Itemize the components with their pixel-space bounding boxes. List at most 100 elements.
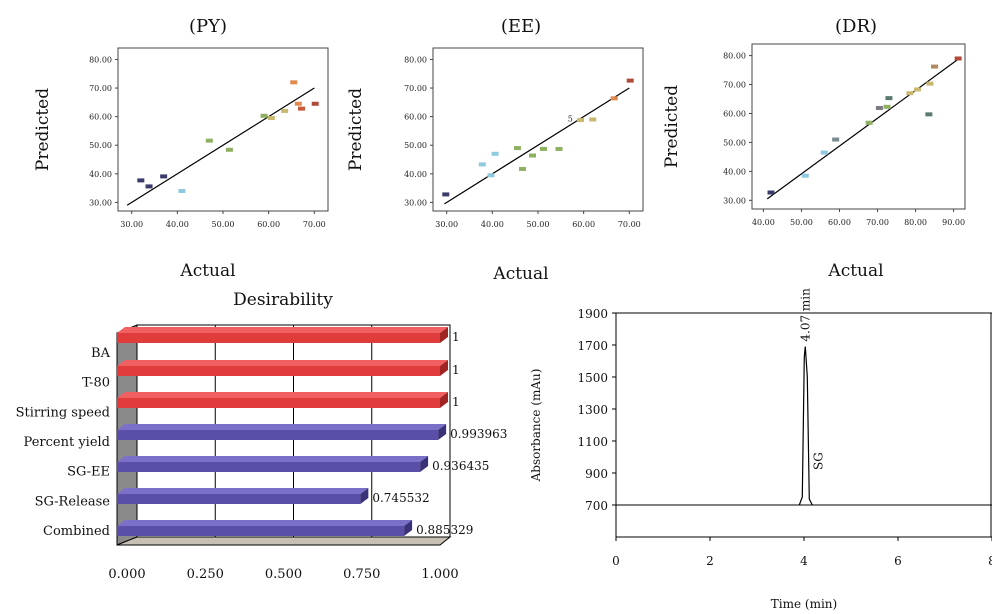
y-tick-label: 60.00 [89, 113, 112, 122]
value-label: 1 [452, 330, 460, 344]
y-tick-label: 50.00 [404, 141, 427, 150]
bar-side [438, 424, 447, 440]
value-label: 1 [452, 395, 460, 409]
bar [117, 430, 439, 440]
x-tick-label: 40.00 [752, 218, 775, 227]
data-point [555, 146, 563, 151]
x-axis-label: Actual [179, 261, 235, 281]
data-point [267, 116, 275, 121]
data-point [931, 64, 939, 69]
x-tick-label: 0.750 [343, 567, 380, 582]
data-point [529, 153, 537, 158]
bar-top [117, 327, 448, 333]
x-tick-label: 0.000 [108, 567, 145, 582]
data-point [205, 138, 213, 143]
x-tick-label: 30.00 [435, 220, 458, 229]
data-point [926, 81, 934, 86]
data-point [137, 178, 145, 183]
fit-line [766, 56, 962, 200]
y-tick-label: 700 [585, 499, 608, 513]
chart-title: (PY) [189, 16, 227, 37]
y-tick-label: 30.00 [404, 198, 427, 207]
y-tick-label: 70.00 [723, 81, 746, 90]
y-axis-label: Absorbance (mAu) [529, 369, 543, 483]
y-tick-label: 1900 [577, 307, 608, 321]
data-point [610, 96, 618, 101]
bar-side [404, 520, 413, 536]
x-tick-label: 50.00 [790, 218, 813, 227]
x-tick-label: 6 [894, 554, 902, 568]
bar [117, 494, 361, 504]
plot-frame [751, 43, 966, 210]
x-tick-label: 60.00 [828, 218, 851, 227]
y-tick-label: 60.00 [404, 113, 427, 122]
data-point [487, 173, 495, 178]
bar-top [117, 520, 413, 526]
peak-name-label: SG [811, 452, 825, 470]
bar [117, 526, 405, 536]
value-label: 0.993963 [450, 427, 507, 441]
bar-top [117, 456, 429, 462]
chart-title: Desirability [233, 290, 333, 310]
y-tick-label: 1700 [577, 339, 608, 353]
bar [117, 333, 440, 343]
data-point [626, 78, 634, 83]
data-point [767, 190, 775, 195]
data-point [513, 146, 521, 151]
x-tick-label: 50.00 [212, 220, 235, 229]
data-point [925, 112, 933, 117]
data-point [145, 184, 153, 189]
x-tick-label: 0.250 [187, 567, 224, 582]
data-point [954, 56, 962, 61]
bar-top [117, 392, 448, 398]
scatter-chart-py: (PY) Actual Predicted 30.00 40.00 50.00 60.00 7… [33, 16, 329, 281]
plot-frame [432, 47, 644, 212]
peak-time-label: 4.07 min [798, 288, 812, 342]
y-tick-label: 30.00 [89, 198, 112, 207]
y-axis-label: Predicted [346, 88, 366, 171]
category-label: SG-EE [67, 465, 110, 480]
x-tick-label: 50.00 [527, 220, 550, 229]
y-tick-label: 30.00 [723, 196, 746, 205]
data-point [442, 192, 450, 197]
y-tick-label: 80.00 [723, 52, 746, 61]
y-tick-label: 1500 [577, 371, 608, 385]
desirability-chart: Desirability BA T-80 Stirring speed Percent … [16, 290, 508, 582]
x-tick-label: 40.00 [481, 220, 504, 229]
floor [116, 536, 452, 546]
data-point [875, 105, 883, 110]
y-tick-label: 80.00 [89, 55, 112, 64]
value-label: 1 [452, 363, 460, 377]
category-label: SG-Release [35, 494, 111, 509]
data-point [539, 146, 547, 151]
data-point [913, 87, 921, 92]
data-point [576, 118, 584, 123]
peak-trace [798, 346, 813, 506]
x-tick-label: 70.00 [303, 220, 326, 229]
bar-top [117, 360, 448, 366]
x-tick-label: 60.00 [572, 220, 595, 229]
x-tick-label: 90.00 [942, 218, 965, 227]
fit-line [126, 87, 315, 206]
data-point [820, 150, 828, 155]
data-point [294, 101, 302, 106]
x-tick-label: 8 [988, 554, 992, 568]
x-tick-label: 0.500 [265, 567, 302, 582]
x-tick-label: 70.00 [866, 218, 889, 227]
chart-title: (EE) [501, 16, 541, 37]
chromatogram-chart: 700 900 1100 1300 1500 1700 1900 0 2 4 6 8 Time (min… [529, 288, 992, 611]
y-tick-label: 80.00 [404, 55, 427, 64]
y-axis-label: Predicted [662, 85, 682, 168]
bar-top [117, 424, 447, 430]
x-axis-label: Actual [827, 261, 883, 281]
x-tick-label: 70.00 [618, 220, 641, 229]
data-point [225, 147, 233, 152]
bar [117, 462, 421, 472]
y-tick-label: 1100 [577, 435, 608, 449]
y-tick-label: 70.00 [89, 84, 112, 93]
value-label: 0.745532 [372, 491, 429, 505]
y-tick-label: 40.00 [89, 170, 112, 179]
data-point [260, 113, 268, 118]
data-point [518, 166, 526, 171]
